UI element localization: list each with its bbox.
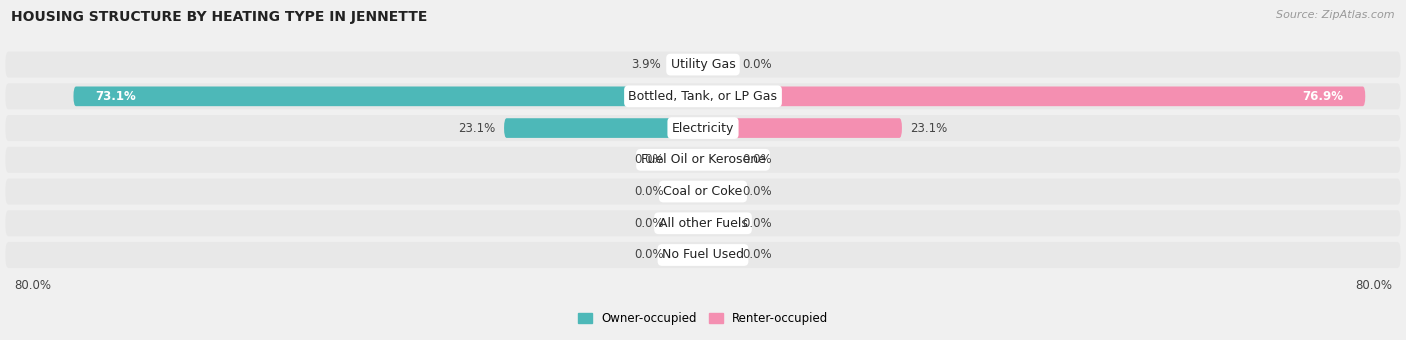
Text: Utility Gas: Utility Gas bbox=[671, 58, 735, 71]
Text: HOUSING STRUCTURE BY HEATING TYPE IN JENNETTE: HOUSING STRUCTURE BY HEATING TYPE IN JEN… bbox=[11, 10, 427, 24]
FancyBboxPatch shape bbox=[6, 83, 1400, 109]
Text: All other Fuels: All other Fuels bbox=[658, 217, 748, 230]
Text: 0.0%: 0.0% bbox=[742, 58, 772, 71]
FancyBboxPatch shape bbox=[6, 115, 1400, 141]
Text: 0.0%: 0.0% bbox=[634, 153, 664, 166]
FancyBboxPatch shape bbox=[73, 86, 703, 106]
Text: 76.9%: 76.9% bbox=[1303, 90, 1344, 103]
Text: 0.0%: 0.0% bbox=[742, 185, 772, 198]
Text: 0.0%: 0.0% bbox=[742, 153, 772, 166]
Text: 23.1%: 23.1% bbox=[458, 122, 495, 135]
FancyBboxPatch shape bbox=[703, 86, 1365, 106]
FancyBboxPatch shape bbox=[673, 214, 703, 233]
Text: Source: ZipAtlas.com: Source: ZipAtlas.com bbox=[1277, 10, 1395, 20]
FancyBboxPatch shape bbox=[673, 150, 703, 170]
Text: 23.1%: 23.1% bbox=[911, 122, 948, 135]
FancyBboxPatch shape bbox=[703, 182, 733, 201]
Text: No Fuel Used: No Fuel Used bbox=[662, 249, 744, 261]
Text: 80.0%: 80.0% bbox=[14, 279, 51, 292]
FancyBboxPatch shape bbox=[703, 214, 733, 233]
FancyBboxPatch shape bbox=[6, 242, 1400, 268]
Legend: Owner-occupied, Renter-occupied: Owner-occupied, Renter-occupied bbox=[578, 312, 828, 325]
Text: 0.0%: 0.0% bbox=[634, 249, 664, 261]
Text: 80.0%: 80.0% bbox=[1355, 279, 1392, 292]
Text: Bottled, Tank, or LP Gas: Bottled, Tank, or LP Gas bbox=[628, 90, 778, 103]
Text: 0.0%: 0.0% bbox=[634, 185, 664, 198]
Text: 0.0%: 0.0% bbox=[634, 217, 664, 230]
Text: Fuel Oil or Kerosene: Fuel Oil or Kerosene bbox=[641, 153, 765, 166]
Text: Electricity: Electricity bbox=[672, 122, 734, 135]
FancyBboxPatch shape bbox=[505, 118, 703, 138]
FancyBboxPatch shape bbox=[6, 210, 1400, 236]
FancyBboxPatch shape bbox=[6, 52, 1400, 78]
FancyBboxPatch shape bbox=[703, 245, 733, 265]
FancyBboxPatch shape bbox=[703, 150, 733, 170]
FancyBboxPatch shape bbox=[673, 182, 703, 201]
Text: 3.9%: 3.9% bbox=[631, 58, 661, 71]
FancyBboxPatch shape bbox=[673, 245, 703, 265]
FancyBboxPatch shape bbox=[6, 178, 1400, 205]
Text: 0.0%: 0.0% bbox=[742, 249, 772, 261]
FancyBboxPatch shape bbox=[6, 147, 1400, 173]
Text: 0.0%: 0.0% bbox=[742, 217, 772, 230]
Text: 73.1%: 73.1% bbox=[96, 90, 136, 103]
FancyBboxPatch shape bbox=[669, 55, 703, 74]
Text: Coal or Coke: Coal or Coke bbox=[664, 185, 742, 198]
FancyBboxPatch shape bbox=[703, 55, 733, 74]
FancyBboxPatch shape bbox=[703, 118, 901, 138]
